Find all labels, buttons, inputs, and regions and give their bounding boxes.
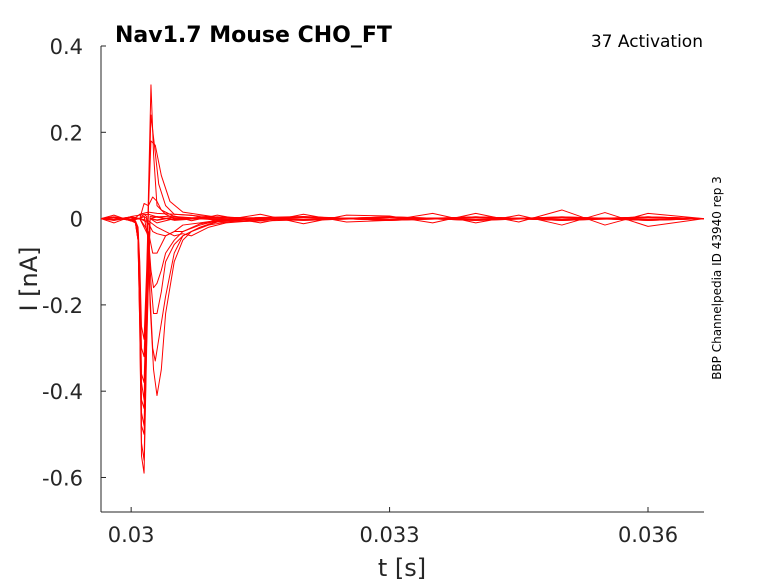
current-trace-8 — [101, 114, 704, 401]
y-tick-label: -0.2 — [42, 294, 83, 318]
current-trace-4 — [101, 215, 704, 409]
x-tick-label: 0.03 — [108, 523, 155, 547]
current-trace-9 — [101, 140, 704, 340]
y-axis-label: I [nA] — [15, 246, 43, 311]
current-trace-1 — [101, 215, 704, 474]
x-tick-label: 0.036 — [618, 523, 678, 547]
x-ticks: 0.03 0.033 0.036 — [108, 507, 678, 547]
current-trace-7 — [101, 84, 704, 427]
side-id-label: BBP Channelpedia ID 43940 rep 3 — [710, 176, 724, 380]
current-trace-10 — [101, 196, 704, 221]
x-axis-label: t [s] — [378, 554, 426, 582]
y-tick-label: 0 — [70, 208, 83, 232]
current-trace-6 — [101, 216, 704, 358]
y-tick-label: 0.4 — [50, 35, 83, 59]
chart-title: Nav1.7 Mouse CHO_FT — [115, 23, 392, 48]
current-trace-17 — [101, 216, 704, 237]
axes — [100, 46, 704, 513]
protocol-annotation: 37 Activation — [591, 32, 703, 52]
x-tick-label: 0.033 — [360, 523, 420, 547]
current-traces — [101, 84, 704, 474]
current-trace-2 — [101, 215, 704, 461]
current-trace-19 — [101, 212, 704, 227]
y-tick-label: -0.6 — [42, 466, 83, 490]
current-trace-12 — [101, 215, 704, 362]
current-trace-5 — [101, 216, 704, 384]
current-trace-11 — [101, 213, 704, 396]
y-ticks: 0.4 0.2 0 -0.2 -0.4 -0.6 — [42, 35, 106, 490]
y-tick-label: 0.2 — [50, 121, 83, 145]
y-tick-label: -0.4 — [42, 380, 83, 404]
current-trace-3 — [101, 216, 704, 435]
current-trace-13 — [101, 215, 704, 315]
